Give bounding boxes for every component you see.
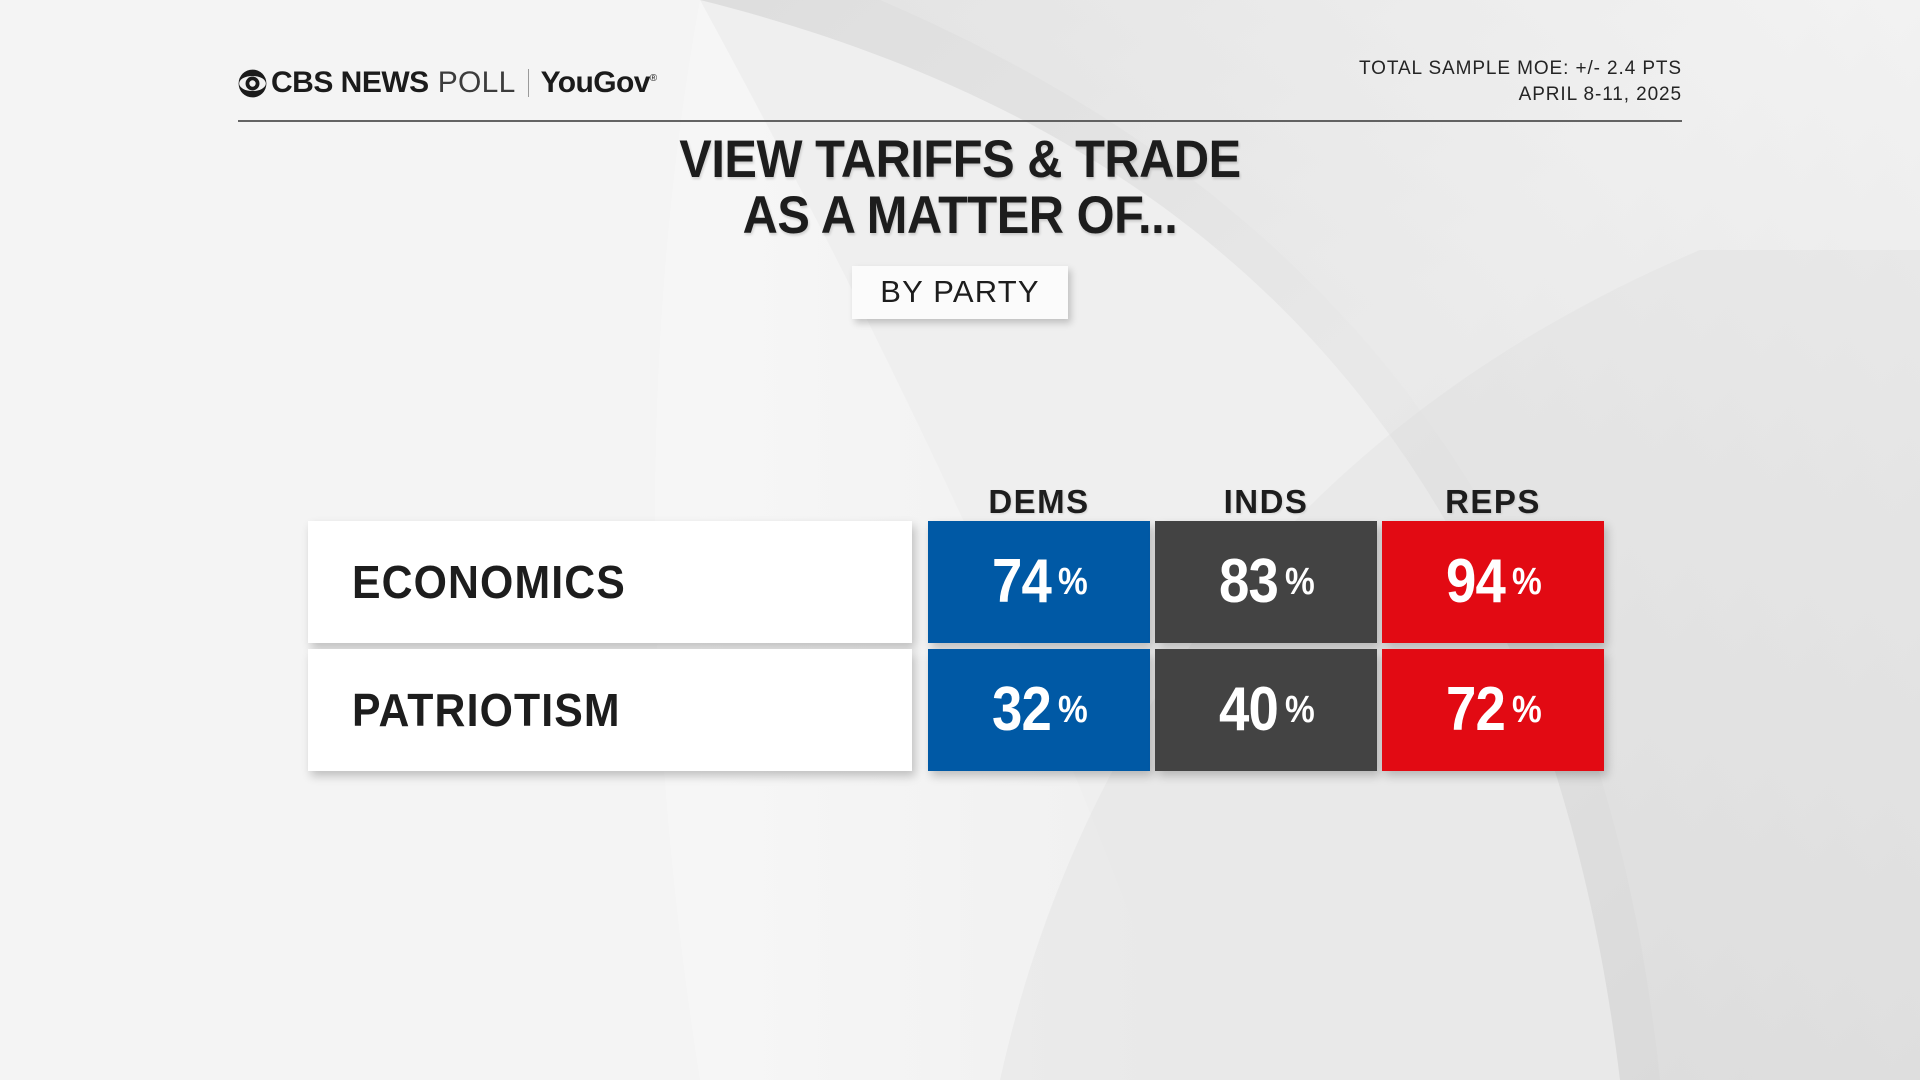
- logo-yougov-registered-mark: ®: [649, 73, 657, 84]
- logo-cbs-news-text: CBS NEWS: [271, 66, 429, 99]
- title-block: VIEW TARIFFS & TRADE AS A MATTER OF... B…: [0, 132, 1920, 319]
- value-cell-dems: 74%: [928, 521, 1150, 643]
- value-number: 94: [1446, 547, 1506, 616]
- logo-divider: [527, 69, 529, 97]
- value-number: 83: [1219, 547, 1279, 616]
- column-header-reps: REPS: [1445, 483, 1541, 520]
- field-dates-line: APRIL 8-11, 2025: [1518, 84, 1682, 105]
- row-label-card: PATRIOTISM: [308, 649, 912, 771]
- header: CBS NEWS POLL YouGov® TOTAL SAMPLE MOE: …: [0, 0, 1920, 140]
- value-cell-reps: 94%: [1382, 521, 1604, 643]
- results-table: DEMS INDS REPS ECONOMICS 74% 83% 94% PAT…: [308, 473, 1623, 777]
- margin-of-error-block: TOTAL SAMPLE MOE: +/- 2.4 PTS APRIL 8-11…: [1359, 56, 1682, 108]
- value-number: 40: [1219, 675, 1279, 744]
- value-cell-dems: 32%: [928, 649, 1150, 771]
- percent-sign: %: [1058, 561, 1088, 603]
- page-title-line-1: VIEW TARIFFS & TRADE: [679, 130, 1241, 189]
- value-number: 74: [992, 547, 1052, 616]
- cbs-eye-icon: [238, 69, 267, 97]
- column-header-row: DEMS INDS REPS: [308, 473, 1623, 521]
- value-cell-inds: 83%: [1155, 521, 1377, 643]
- percent-sign: %: [1285, 689, 1315, 731]
- logo-yougov-text: YouGov®: [540, 66, 658, 99]
- value-number: 72: [1446, 675, 1506, 744]
- row-label-card: ECONOMICS: [308, 521, 912, 643]
- value-cell-inds: 40%: [1155, 649, 1377, 771]
- cbs-news-poll-yougov-logo: CBS NEWS POLL YouGov®: [238, 64, 657, 102]
- moe-line: TOTAL SAMPLE MOE: +/- 2.4 PTS: [1359, 58, 1682, 79]
- row-label-text: ECONOMICS: [352, 556, 626, 608]
- row-label-text: PATRIOTISM: [352, 684, 621, 736]
- percent-sign: %: [1512, 561, 1542, 603]
- header-divider-rule: [238, 120, 1682, 122]
- value-number: 32: [992, 675, 1052, 744]
- table-row: ECONOMICS 74% 83% 94%: [308, 521, 1623, 643]
- page-title-line-2: AS A MATTER OF...: [742, 186, 1178, 245]
- percent-sign: %: [1285, 561, 1315, 603]
- subtitle-badge: BY PARTY: [852, 266, 1068, 319]
- value-cell-reps: 72%: [1382, 649, 1604, 771]
- percent-sign: %: [1512, 689, 1542, 731]
- table-row: PATRIOTISM 32% 40% 72%: [308, 649, 1623, 771]
- percent-sign: %: [1058, 689, 1088, 731]
- column-header-dems: DEMS: [988, 483, 1090, 520]
- column-header-inds: INDS: [1223, 483, 1309, 520]
- logo-poll-text: POLL: [437, 66, 516, 99]
